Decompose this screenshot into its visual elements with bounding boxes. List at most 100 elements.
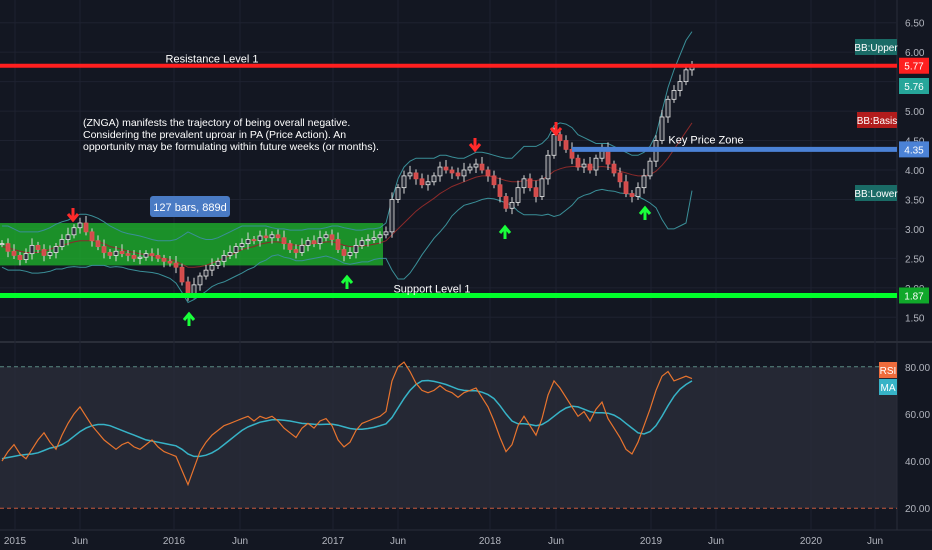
candle-body xyxy=(479,163,485,171)
up-arrow-head-icon xyxy=(340,274,354,284)
price-tick-label: 6.50 xyxy=(905,19,925,30)
legend-ma: MA xyxy=(881,383,896,394)
candle-body xyxy=(17,255,23,260)
candle-body xyxy=(593,157,599,171)
candle-body xyxy=(119,250,125,255)
candle-body xyxy=(47,252,53,256)
rsi-tick-label: 20.00 xyxy=(905,504,930,515)
candle-body xyxy=(461,169,467,177)
tags: BB:Upper BB:Basis BB:Lower 5.77 5.76 4.35 1.87… xyxy=(854,39,929,395)
candle-body xyxy=(359,240,365,246)
candle-body xyxy=(443,166,449,171)
candle-body xyxy=(125,253,131,256)
axes: 6.506.005.505.004.504.003.503.002.502.00… xyxy=(4,19,931,547)
candle-body xyxy=(671,90,677,100)
candle-body xyxy=(659,116,665,141)
up-arrow-head-icon xyxy=(498,224,512,234)
price-tick-label: 3.00 xyxy=(905,225,925,236)
candle-body xyxy=(509,201,515,209)
candle-body xyxy=(533,187,539,197)
candle-body xyxy=(581,163,587,168)
levels: 127 bars, 889d Resistance Level 1 Support … xyxy=(0,54,897,298)
candle-body xyxy=(407,172,413,177)
candle-body xyxy=(515,187,521,203)
candle-body xyxy=(263,235,269,239)
legend-bb-upper-bg xyxy=(855,39,897,55)
candle-body xyxy=(281,237,287,245)
down-arrow-head-icon xyxy=(549,127,563,137)
candle-body xyxy=(167,260,173,264)
candle-body xyxy=(173,262,179,268)
resistance-price-tag-bg xyxy=(899,57,929,74)
candle-body xyxy=(545,154,551,180)
candle-body xyxy=(83,222,89,233)
candle-body xyxy=(353,245,359,253)
support-level-label: Support Level 1 xyxy=(393,283,470,295)
candle-body xyxy=(65,234,71,240)
up-arrow-head-icon xyxy=(182,311,196,321)
candle-body xyxy=(485,169,491,177)
candle-body xyxy=(641,175,647,189)
candle-body xyxy=(203,269,209,277)
candle-body xyxy=(503,196,509,209)
candle-body xyxy=(611,163,617,174)
candle-body xyxy=(89,231,95,242)
candle-body xyxy=(431,175,437,183)
rsi-ma-line xyxy=(1,379,693,460)
candle-body xyxy=(287,243,293,250)
legend-rsi-bg xyxy=(879,362,897,378)
candle-body xyxy=(251,239,257,242)
candle-body xyxy=(335,239,341,250)
key-zone-price-tag-bg xyxy=(899,141,929,158)
candle-body xyxy=(467,166,473,171)
support-price-tag: 1.87 xyxy=(904,291,924,302)
candle-body xyxy=(347,252,353,256)
candle-body xyxy=(635,187,641,197)
legend-bb-basis: BB:Basis xyxy=(857,116,898,127)
last-price-tag-bg xyxy=(899,78,929,94)
candle-body xyxy=(95,240,101,247)
candle-body xyxy=(35,245,41,250)
candle-body xyxy=(521,178,527,189)
candle-body xyxy=(437,166,443,177)
candle-body xyxy=(617,172,623,183)
candle-body xyxy=(527,178,533,189)
candle-body xyxy=(215,260,221,266)
candle-body xyxy=(425,181,431,186)
candle-body xyxy=(647,160,653,177)
candle-body xyxy=(677,81,683,91)
candles xyxy=(0,61,695,301)
time-tick-label: 2016 xyxy=(163,536,186,547)
candle-body xyxy=(305,240,311,246)
range-box xyxy=(0,223,383,266)
candle-body xyxy=(143,253,149,258)
candle-body xyxy=(239,243,245,247)
candle-body xyxy=(59,239,65,247)
candle-body xyxy=(413,172,419,180)
candle-body xyxy=(365,239,371,242)
candle-body xyxy=(341,249,347,256)
candle-body xyxy=(155,255,161,259)
candle-body xyxy=(29,245,35,255)
candle-body xyxy=(317,237,323,245)
candle-body xyxy=(665,98,671,118)
candle-body xyxy=(539,178,545,197)
price-tick-label: 4.00 xyxy=(905,166,925,177)
rsi-tick-label: 80.00 xyxy=(905,363,930,374)
support-price-tag-bg xyxy=(899,287,929,304)
legend-bb-lower-bg xyxy=(855,185,897,201)
candle-body xyxy=(629,193,635,197)
time-tick-label: Jun xyxy=(708,536,724,547)
range-box-label-bg xyxy=(150,196,230,217)
down-arrow-head-icon xyxy=(468,143,482,153)
candle-body xyxy=(197,275,203,286)
candle-body xyxy=(23,253,29,260)
time-tick-label: 2018 xyxy=(479,536,502,547)
legend-bb-upper: BB:Upper xyxy=(854,43,898,54)
candle-body xyxy=(395,187,401,200)
bb-lower-line xyxy=(1,188,693,304)
candle-body xyxy=(113,250,119,256)
price-tick-label: 6.00 xyxy=(905,48,925,59)
price-tick-label: 3.50 xyxy=(905,195,925,206)
